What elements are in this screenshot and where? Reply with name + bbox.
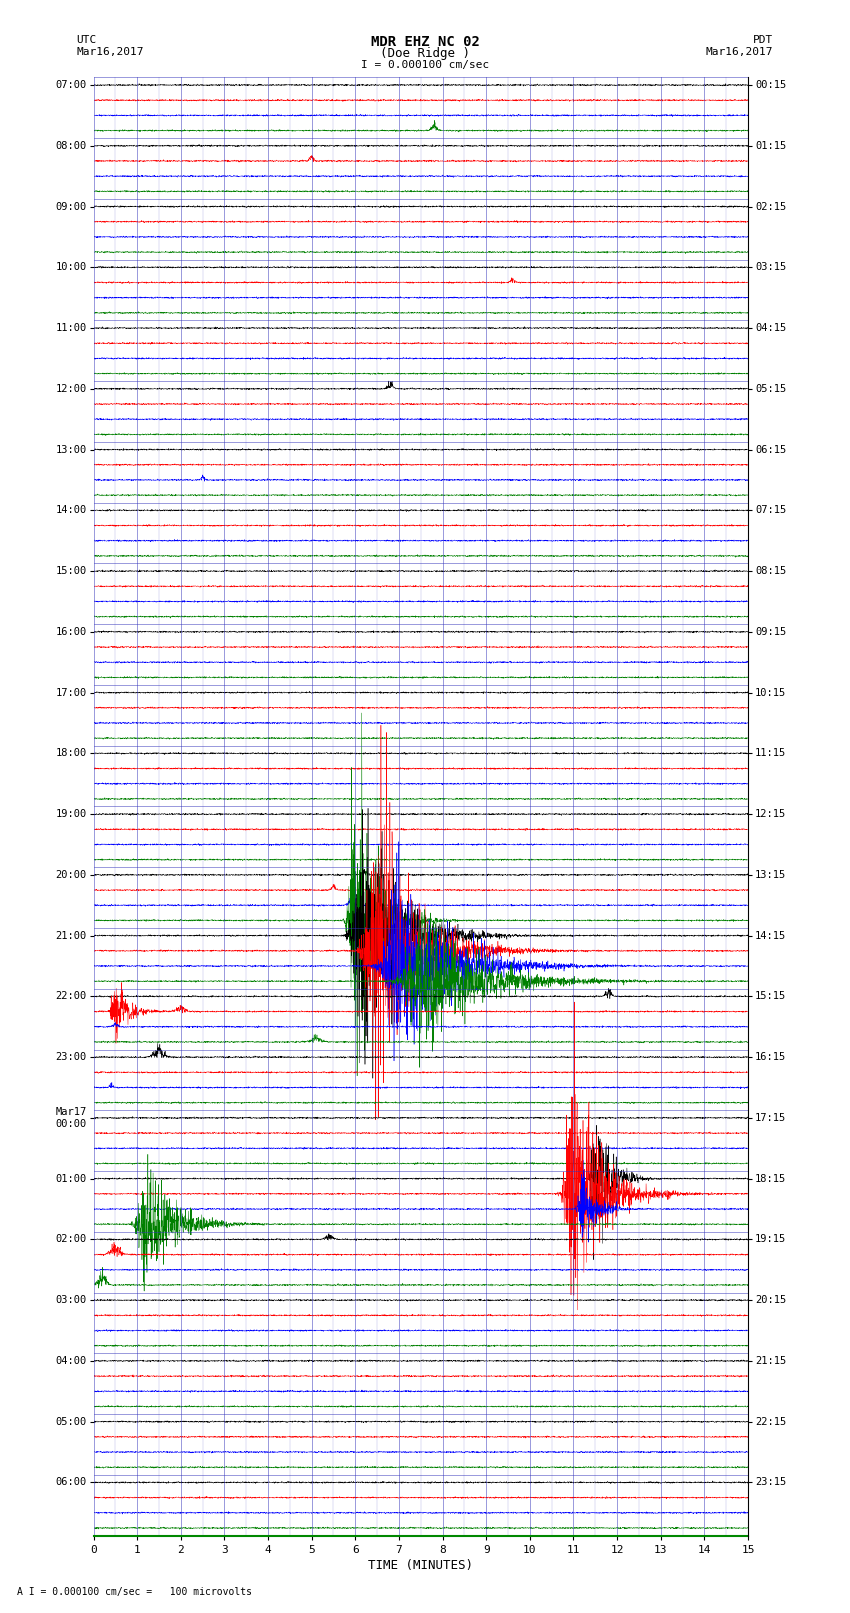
Text: (Doe Ridge ): (Doe Ridge ) bbox=[380, 47, 470, 60]
Text: MDR EHZ NC 02: MDR EHZ NC 02 bbox=[371, 35, 479, 50]
Text: A I = 0.000100 cm/sec =   100 microvolts: A I = 0.000100 cm/sec = 100 microvolts bbox=[17, 1587, 252, 1597]
Text: Mar16,2017: Mar16,2017 bbox=[76, 47, 144, 56]
X-axis label: TIME (MINUTES): TIME (MINUTES) bbox=[368, 1558, 473, 1571]
Text: PDT: PDT bbox=[753, 35, 774, 45]
Text: I = 0.000100 cm/sec: I = 0.000100 cm/sec bbox=[361, 60, 489, 69]
Text: Mar16,2017: Mar16,2017 bbox=[706, 47, 774, 56]
Text: UTC: UTC bbox=[76, 35, 97, 45]
